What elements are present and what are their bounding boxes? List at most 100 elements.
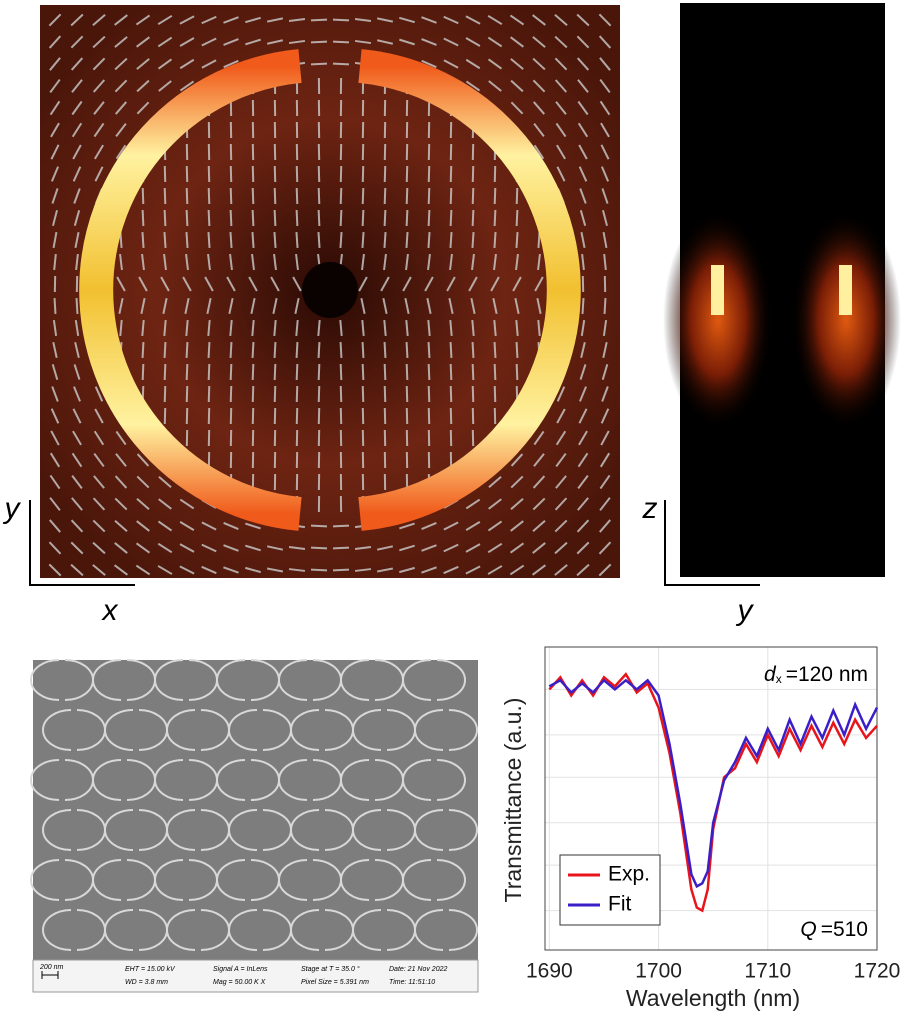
arrow [405,319,409,337]
arrow [114,519,128,533]
arrow [273,341,277,359]
arrow [72,408,82,424]
arrow [471,209,475,227]
arrow [138,276,148,292]
arrow [361,253,365,271]
ring-left [79,49,302,531]
arrow [493,385,497,403]
arrow [332,546,350,550]
arrow [163,231,167,249]
arrow [601,188,609,204]
arrow [383,231,387,249]
arrow [493,209,497,227]
arrow [157,565,173,575]
arrow [141,187,145,205]
arrow [201,37,217,47]
arrow [288,545,306,551]
arrow [157,542,173,554]
sem-info: Date: 21 Nov 2022 [389,966,447,973]
arrow [163,363,167,381]
arrow [114,14,128,26]
arrow [509,564,525,576]
arrow [465,543,481,553]
arrow [510,475,524,489]
arrow [339,231,343,249]
arrow [295,341,299,359]
arrow [115,144,127,160]
arrow [251,253,255,271]
arrow [515,187,519,205]
arrow [603,297,607,315]
arrow [119,253,123,271]
arrow [50,430,60,446]
arrow [487,520,503,532]
arrow [354,39,372,45]
halo [663,210,773,430]
arrow [207,231,211,249]
arrow [580,231,586,249]
arrow [93,101,105,115]
arrow [471,341,475,359]
arrow [577,79,589,93]
arrow [532,497,546,511]
arrow [443,59,459,69]
arrow [361,209,365,227]
arrow [185,341,189,359]
sem-info-bar [32,959,479,993]
arrow [556,386,566,402]
arrow [533,144,545,160]
arrow [510,101,524,115]
arrow [50,144,60,160]
arrow [179,58,195,70]
arrow [339,209,343,227]
arrow [487,36,503,48]
arrow [576,563,590,577]
arrow [49,474,61,490]
arrow [537,253,541,271]
arrow [470,297,476,315]
arrow [52,231,58,249]
arrow [270,276,280,292]
arrow [207,253,211,271]
arrow [288,568,306,572]
arrow [295,319,299,337]
arrow [581,253,585,271]
arrow [531,564,547,576]
arrow [52,210,58,226]
arrow [383,187,387,205]
arrow [603,253,607,271]
arrow [446,276,456,292]
arrow [141,363,145,381]
scale-bar [41,971,59,979]
arrow [71,100,83,116]
arrow [426,297,432,315]
arrow [427,253,431,271]
arrow [555,430,567,446]
arrow [515,209,519,227]
sem-info: WD = 3.8 mm [125,979,168,986]
arrow [383,341,387,359]
arrow [94,144,104,160]
arrow [533,430,545,446]
arrow [599,57,611,71]
arrow [251,231,255,249]
arrow [310,18,328,22]
arrow [554,14,568,26]
arrow [554,541,568,555]
arrow [295,385,299,403]
sem-info: EHT = 15.00 kV [125,966,176,973]
arrow [555,122,567,138]
arrow [185,385,189,403]
arrow [92,497,106,511]
arrow [141,341,145,359]
arrow [136,497,150,511]
arrow [48,563,62,577]
arrow [115,123,127,137]
arrow [158,498,172,510]
arrow [248,276,258,292]
arrow [443,543,459,553]
arrow [141,319,145,337]
arrow [229,209,233,227]
arrow [465,80,481,92]
arrow [310,62,328,66]
